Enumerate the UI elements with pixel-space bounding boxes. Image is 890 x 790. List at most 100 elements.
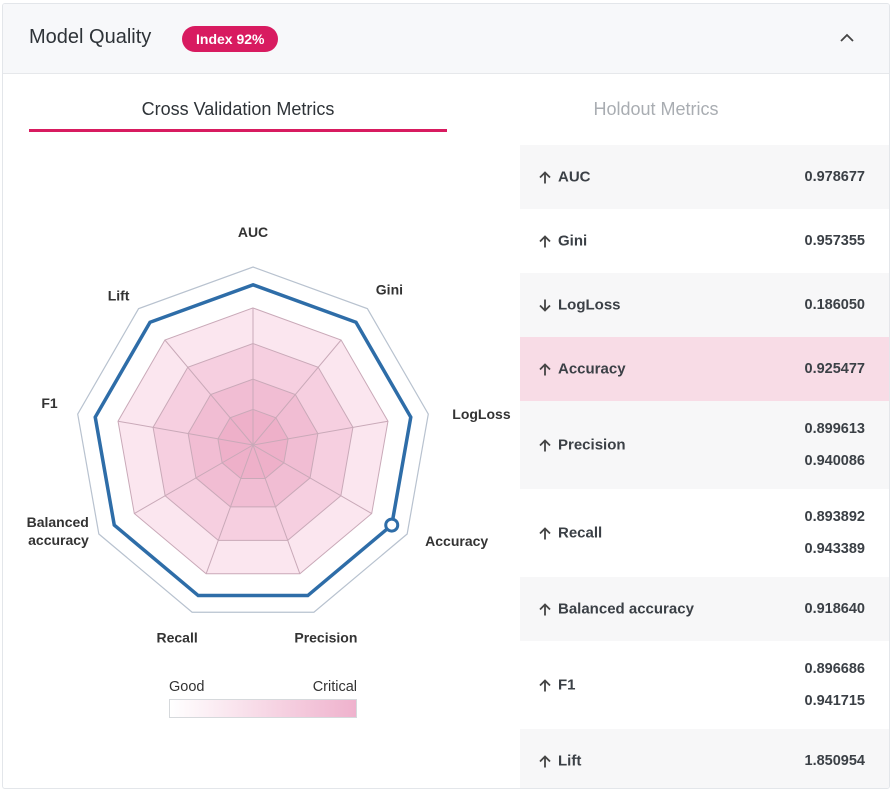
metric-name: F1 (558, 676, 576, 694)
legend-good-label: Good (169, 679, 205, 695)
metric-name: Balanced accuracy (558, 600, 694, 618)
radar-spoke (252, 444, 301, 574)
metric-values: 0.978677 (805, 161, 865, 193)
radar-axis-label: Precision (294, 629, 357, 645)
radar-axis-label: Recall (156, 629, 197, 645)
radar-chart-svg: AUC Gini LogLoss Accuracy Precision Recall Bal… (27, 224, 511, 645)
radar-axis-label-line: Gini (376, 282, 403, 298)
quality-index-badge: Index 92% (182, 26, 279, 52)
radar-chart: AUC Gini LogLoss Accuracy Precision Recall Bal… (3, 144, 520, 694)
legend-gradient-bar (169, 699, 357, 718)
radar-axis-label-line: Accuracy (425, 533, 488, 549)
radar-axis-label-line: Precision (294, 629, 357, 645)
metric-values: 1.850954 (805, 745, 865, 777)
radar-spoke (134, 444, 254, 514)
metric-value: 0.925477 (804, 361, 865, 377)
tab-cross-validation[interactable]: Cross Validation Metrics (141, 99, 335, 119)
metric-value: 0.940086 (804, 453, 865, 469)
metric-row[interactable]: AUC 0.978677 (520, 145, 889, 209)
radar-axis-label: F1 (41, 395, 58, 411)
severity-legend: Good Critical (169, 679, 357, 718)
metric-value: 0.941715 (804, 693, 865, 709)
active-tab-indicator (29, 129, 447, 132)
arrow-up-icon (539, 602, 551, 615)
arrow-up-icon (539, 526, 551, 539)
metric-values: 0.925477 (805, 353, 865, 385)
metric-row[interactable]: Lift 1.850954 (520, 729, 889, 788)
radar-axis-label-line: AUC (238, 224, 268, 240)
metric-value: 0.899613 (804, 421, 865, 437)
metric-label: Gini (538, 233, 587, 250)
panel-header: Model Quality Index 92% (3, 4, 889, 74)
metric-label: Recall (538, 525, 602, 542)
metric-name: Recall (558, 524, 603, 542)
metric-row[interactable]: F1 0.896686 0.941715 (520, 641, 889, 729)
arrow-up-icon (539, 754, 551, 767)
radar-axis-label-line: LogLoss (452, 406, 511, 422)
radar-spoke (117, 420, 254, 446)
radar-axis-label-line: accuracy (28, 532, 89, 548)
radar-axis-label-line: Lift (108, 288, 130, 304)
radar-spoke (252, 444, 372, 514)
radar-axis-label-line: F1 (41, 395, 58, 411)
metric-value: 0.896686 (804, 661, 865, 677)
metric-label: Balanced accuracy (538, 601, 694, 618)
metric-row[interactable]: Gini 0.957355 (520, 209, 889, 273)
collapse-button[interactable] (833, 24, 861, 52)
radar-spoke (252, 339, 342, 446)
metric-label: Accuracy (538, 361, 626, 378)
radar-spoke (205, 444, 254, 574)
arrow-up-icon (539, 170, 551, 183)
arrow-up-icon (539, 438, 551, 451)
radar-axis-label: LogLoss (452, 406, 511, 422)
metric-values: 0.957355 (805, 225, 865, 257)
metric-row[interactable]: Recall 0.893892 0.943389 (520, 489, 889, 577)
radar-axis-label: Gini (376, 282, 403, 298)
radar-spoke (164, 339, 254, 446)
tab-holdout[interactable]: Holdout Metrics (593, 99, 719, 119)
arrow-up-icon (539, 234, 551, 247)
metric-value: 1.850954 (804, 753, 865, 769)
metric-values: 0.899613 0.940086 (805, 413, 865, 477)
metric-name: Lift (558, 752, 582, 770)
radar-model-line (93, 282, 413, 598)
metric-row[interactable]: Accuracy 0.925477 (520, 337, 889, 401)
metric-label: AUC (538, 169, 591, 186)
radar-axis-label: AUC (238, 224, 268, 240)
metric-value: 0.943389 (804, 541, 865, 557)
chevron-up-icon (840, 33, 854, 42)
metric-value: 0.957355 (804, 233, 865, 249)
arrow-down-icon (539, 299, 551, 312)
metric-name: Precision (558, 436, 626, 454)
metric-label: F1 (538, 677, 576, 694)
radar-highlight-point (384, 517, 400, 533)
metric-value: 0.978677 (804, 169, 865, 185)
arrow-up-icon (539, 678, 551, 691)
metrics-table: AUC 0.978677 Gini 0.957355 LogLoss 0.186050 Ac… (520, 145, 889, 788)
metric-name: Gini (558, 232, 588, 250)
radar-axis-label-line: Recall (156, 629, 197, 645)
metric-values: 0.896686 0.941715 (805, 653, 865, 717)
metric-values: 0.186050 (805, 289, 865, 321)
metric-value: 0.918640 (804, 601, 865, 617)
metric-value: 0.186050 (804, 297, 865, 313)
metric-label: Precision (538, 437, 626, 454)
arrow-up-icon (539, 362, 551, 375)
radar-axis-label: Accuracy (425, 533, 488, 549)
metric-values: 0.918640 (805, 593, 865, 625)
metric-name: AUC (558, 168, 591, 186)
metric-row[interactable]: LogLoss 0.186050 (520, 273, 889, 337)
radar-axis-label-line: Balanced (27, 514, 89, 530)
panel-title: Model Quality (29, 26, 152, 48)
metric-row[interactable]: Precision 0.899613 0.940086 (520, 401, 889, 489)
radar-spoke (252, 420, 389, 446)
metric-label: LogLoss (538, 297, 621, 314)
metric-row[interactable]: Balanced accuracy 0.918640 (520, 577, 889, 641)
radar-axis-label: Balanced accuracy (27, 514, 89, 548)
model-quality-panel: Model Quality Index 92% Cross Validation… (2, 3, 890, 789)
radar-axis-label: Lift (108, 288, 130, 304)
metric-values: 0.893892 0.943389 (805, 501, 865, 565)
metric-name: LogLoss (558, 296, 621, 314)
metric-label: Lift (538, 753, 581, 770)
metric-value: 0.893892 (804, 509, 865, 525)
